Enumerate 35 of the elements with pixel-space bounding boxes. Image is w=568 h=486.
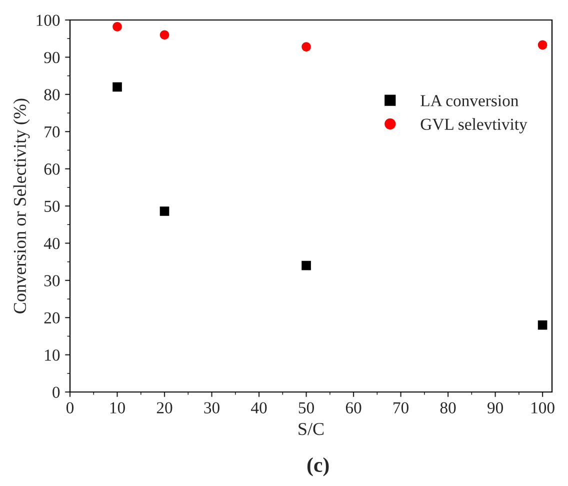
legend-label: LA conversion	[420, 95, 518, 106]
y-tick-label: 100	[36, 14, 60, 26]
point	[160, 30, 170, 40]
y-tick-label: 70	[44, 126, 60, 138]
x-tick-label: 30	[204, 402, 220, 414]
y-tick-label: 80	[44, 89, 60, 100]
x-tick-label: 10	[110, 402, 125, 414]
x-tick-label: 0	[66, 402, 74, 414]
x-tick-label: 20	[156, 402, 172, 414]
y-tick-label: 60	[44, 164, 60, 175]
y-tick-label: 90	[44, 52, 60, 64]
y-tick-label: 30	[44, 275, 60, 286]
x-tick-label: 80	[440, 402, 456, 414]
point	[302, 260, 311, 270]
point	[112, 22, 122, 32]
x-tick-label: 100	[532, 402, 554, 414]
text: (c)	[307, 457, 329, 476]
y-tick-label: 40	[44, 238, 60, 250]
x-tick-label: 50	[298, 402, 314, 414]
y-axis-title: Conversion or Selectivity (%)	[13, 98, 30, 314]
y-tick-label: 0	[52, 386, 60, 398]
legend-label: GVL selevtivity	[420, 118, 528, 134]
point	[538, 40, 548, 50]
y-tick-label: 10	[45, 350, 60, 361]
point	[112, 82, 122, 92]
x-tick-label: 60	[346, 402, 362, 414]
y-tick-label: 50	[44, 200, 60, 212]
x-axis-title: S/C	[298, 422, 324, 436]
point	[302, 42, 311, 52]
x-tick-label: 40	[251, 402, 267, 414]
y-tick-label: 20	[44, 312, 60, 324]
x-tick-label: 90	[487, 402, 503, 414]
x-tick-label: 70	[394, 402, 408, 414]
point	[538, 320, 548, 330]
point	[160, 206, 170, 216]
